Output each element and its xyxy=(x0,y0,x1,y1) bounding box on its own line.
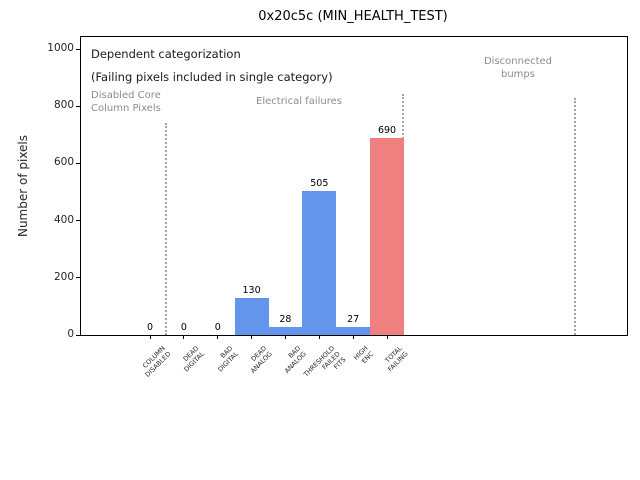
y-tick-label: 600 xyxy=(53,156,74,169)
bar-value-label: 0 xyxy=(146,322,154,333)
separator-disconnected-region xyxy=(574,98,576,335)
bar-bad-analog xyxy=(268,327,303,335)
x-tick-mark xyxy=(183,335,185,339)
y-tick-label: 200 xyxy=(53,270,74,283)
x-tick-label: COLUMN DISABLED xyxy=(141,344,173,379)
y-tick-mark xyxy=(76,277,80,279)
y-tick-mark xyxy=(76,334,80,336)
bar-value-label: 0 xyxy=(180,322,187,333)
x-tick-mark xyxy=(284,335,286,339)
bar-threshold-failed-fits xyxy=(302,190,337,335)
chart-title: 0x20c5c (MIN_HEALTH_TEST) xyxy=(258,9,448,24)
x-tick-mark xyxy=(149,335,151,339)
y-axis-label: Number of pixels xyxy=(16,134,30,238)
region-label-disabled-core-column-pixels: Disabled Core Column Pixels xyxy=(91,90,161,114)
note-failing-pixels: (Failing pixels included in single categ… xyxy=(91,70,333,84)
bar-value-label: 28 xyxy=(279,313,292,325)
bar-total-failing xyxy=(370,137,404,335)
region-label-electrical-failures: Electrical failures xyxy=(256,96,342,107)
x-tick-label: DEAD ANALOG xyxy=(249,344,275,375)
bar-dead-analog xyxy=(234,297,269,335)
plot-area: Dependent categorization (Failing pixels… xyxy=(47,36,628,379)
y-tick-mark xyxy=(76,220,80,222)
y-tick-label: 0 xyxy=(67,328,74,340)
bar-high-enc xyxy=(336,327,371,335)
x-tick-mark xyxy=(318,335,320,339)
y-tick-label: 1000 xyxy=(47,42,74,54)
bar-value-label: 505 xyxy=(310,177,329,189)
bar-value-label: 0 xyxy=(214,322,221,333)
y-tick-label: 800 xyxy=(53,99,74,112)
x-tick-mark xyxy=(386,335,388,339)
region-label-disconnected-bumps: Disconnected bumps xyxy=(483,56,553,80)
bar-value-label: 690 xyxy=(377,124,397,136)
x-tick-label: HIGH ENC xyxy=(352,344,376,366)
note-dependent-categorization: Dependent categorization xyxy=(91,47,241,61)
x-tick-label: BAD DIGITAL xyxy=(216,344,241,374)
x-tick-mark xyxy=(251,335,253,339)
x-tick-mark xyxy=(217,335,219,339)
y-tick-mark xyxy=(76,162,80,164)
y-tick-mark xyxy=(76,105,80,107)
x-tick-label: DEAD DIGITAL xyxy=(182,344,207,374)
y-tick-mark xyxy=(76,48,80,50)
bar-value-label: 130 xyxy=(242,284,261,296)
x-tick-label: THRESHOLD FAILED FITS xyxy=(302,344,348,379)
x-tick-mark xyxy=(352,335,354,339)
separator-disabled-region xyxy=(165,123,167,335)
bar-value-label: 27 xyxy=(347,314,360,326)
x-tick-label: TOTAL FAILING xyxy=(383,344,410,374)
y-tick-label: 400 xyxy=(53,213,74,226)
